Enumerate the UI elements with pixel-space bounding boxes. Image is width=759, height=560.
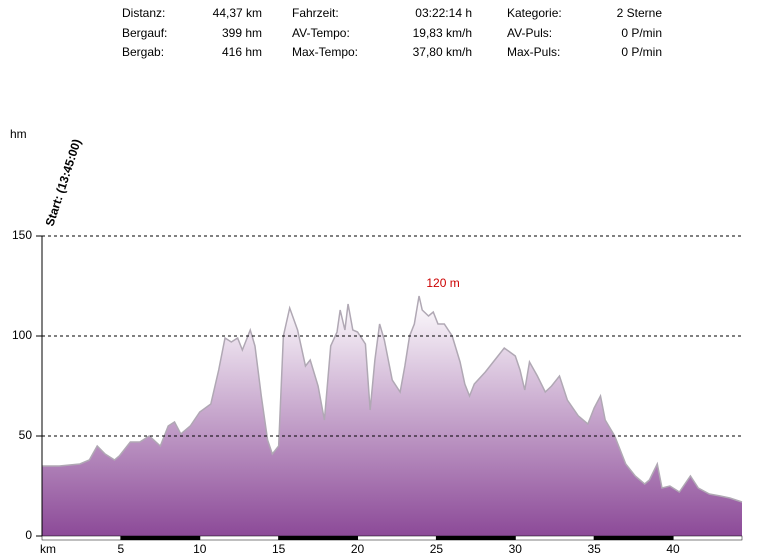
stat-value: 19,83 km/h bbox=[413, 26, 472, 40]
stat-value: 2 Sterne bbox=[617, 6, 663, 20]
stat-value: 44,37 km bbox=[213, 6, 262, 20]
stat-value: 416 hm bbox=[222, 45, 262, 59]
stat-value: 399 hm bbox=[222, 26, 262, 40]
x-tick-label: 20 bbox=[351, 542, 365, 556]
stat-value: 0 P/min bbox=[621, 26, 662, 40]
stat-label: AV-Puls: bbox=[507, 26, 552, 40]
stat-label: Max-Puls: bbox=[507, 45, 560, 59]
stat-label: Bergauf: bbox=[122, 26, 167, 40]
x-tick-label: 40 bbox=[666, 542, 680, 556]
stat-value: 37,80 km/h bbox=[413, 45, 472, 59]
x-tick-label: 25 bbox=[430, 542, 444, 556]
area-fill bbox=[42, 296, 742, 536]
y-axis-label: hm bbox=[10, 127, 27, 141]
x-tick-label: 15 bbox=[272, 542, 286, 556]
x-tick-label: 35 bbox=[587, 542, 601, 556]
x-axis-label: km bbox=[40, 542, 56, 556]
x-axis-band bbox=[41, 535, 743, 541]
x-band bbox=[436, 536, 516, 540]
stat-label: Fahrzeit: bbox=[292, 6, 339, 20]
peak-label: 120 m bbox=[426, 276, 459, 290]
stat-label: Bergab: bbox=[122, 45, 164, 59]
y-tick-label: 50 bbox=[19, 428, 33, 442]
stat-label: Max-Tempo: bbox=[292, 45, 358, 59]
stat-value: 03:22:14 h bbox=[415, 6, 472, 20]
x-tick-label: 30 bbox=[509, 542, 523, 556]
x-tick-label: 5 bbox=[118, 542, 125, 556]
stat-label: Kategorie: bbox=[507, 6, 562, 20]
stat-label: AV-Tempo: bbox=[292, 26, 350, 40]
x-band bbox=[120, 536, 200, 540]
stat-label: Distanz: bbox=[122, 6, 165, 20]
x-band bbox=[278, 536, 358, 540]
y-tick-label: 0 bbox=[25, 528, 32, 542]
x-band bbox=[594, 536, 674, 540]
y-tick-label: 150 bbox=[12, 228, 32, 242]
x-tick-label: 10 bbox=[193, 542, 207, 556]
start-label: Start: (13:45:00) bbox=[43, 137, 84, 228]
stat-value: 0 P/min bbox=[621, 45, 662, 59]
area-line bbox=[42, 295, 743, 503]
y-tick-label: 100 bbox=[12, 328, 32, 342]
